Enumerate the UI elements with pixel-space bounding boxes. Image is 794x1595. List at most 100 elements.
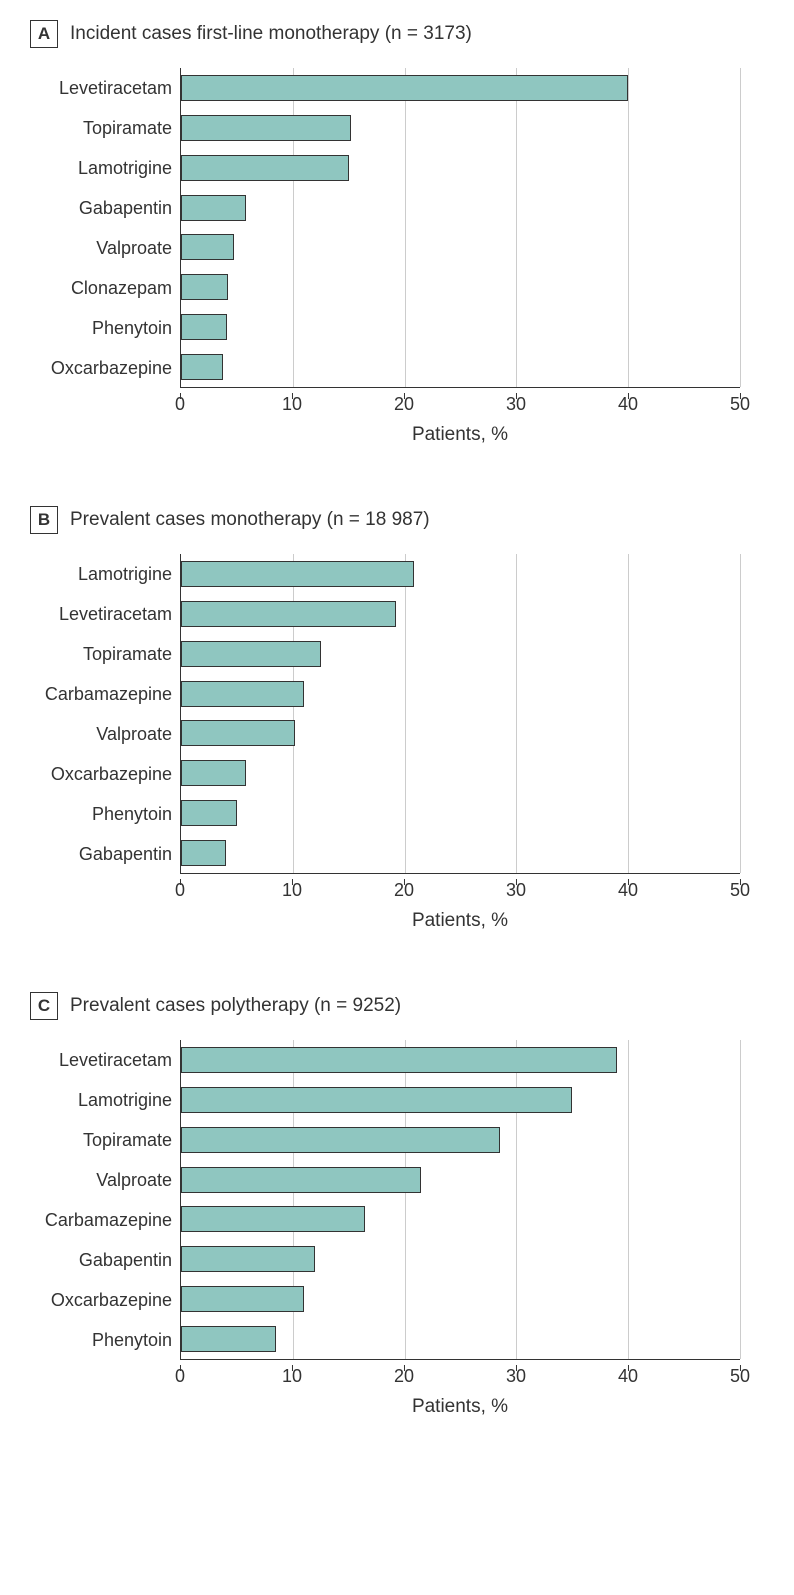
bar-slot bbox=[181, 228, 740, 268]
bar-slot bbox=[181, 307, 740, 347]
bar-slot bbox=[181, 1080, 740, 1120]
gridline bbox=[740, 1040, 741, 1359]
x-tick: 10 bbox=[282, 394, 302, 415]
gridline bbox=[740, 68, 741, 387]
plot-region bbox=[180, 68, 740, 388]
x-axis-title: Patients, % bbox=[180, 424, 740, 446]
y-label: Valproate bbox=[40, 714, 172, 754]
bar-slot bbox=[181, 1200, 740, 1240]
bar-slot bbox=[181, 833, 740, 873]
x-tick-mark bbox=[628, 393, 629, 399]
bar bbox=[181, 840, 226, 866]
bar bbox=[181, 601, 396, 627]
x-tick: 40 bbox=[618, 880, 638, 901]
bar bbox=[181, 800, 237, 826]
x-tick: 20 bbox=[394, 394, 414, 415]
bar-slot bbox=[181, 347, 740, 387]
panel-letter: B bbox=[30, 506, 58, 534]
bars bbox=[181, 554, 740, 873]
x-tick-mark bbox=[180, 879, 181, 885]
bar-slot bbox=[181, 1160, 740, 1200]
x-axis-title: Patients, % bbox=[180, 910, 740, 932]
y-label: Lamotrigine bbox=[40, 1080, 172, 1120]
bar bbox=[181, 314, 227, 340]
panel-letter: A bbox=[30, 20, 58, 48]
x-tick: 0 bbox=[175, 880, 185, 901]
y-label: Topiramate bbox=[40, 108, 172, 148]
bar bbox=[181, 561, 414, 587]
panel-a: AIncident cases first-line monotherapy (… bbox=[30, 20, 764, 446]
bar bbox=[181, 1286, 304, 1312]
chart: LevetiracetamLamotrigineTopiramateValpro… bbox=[40, 1040, 764, 1418]
bar bbox=[181, 641, 321, 667]
x-tick: 50 bbox=[730, 1366, 750, 1387]
x-tick: 30 bbox=[506, 394, 526, 415]
x-tick-mark bbox=[740, 1365, 741, 1371]
x-tick-mark bbox=[292, 1365, 293, 1371]
x-tick: 40 bbox=[618, 1366, 638, 1387]
bar bbox=[181, 1087, 572, 1113]
x-tick-mark bbox=[180, 393, 181, 399]
y-label: Lamotrigine bbox=[40, 148, 172, 188]
y-label: Oxcarbazepine bbox=[40, 754, 172, 794]
y-label: Gabapentin bbox=[40, 188, 172, 228]
y-label: Valproate bbox=[40, 1160, 172, 1200]
y-label: Phenytoin bbox=[40, 794, 172, 834]
bar bbox=[181, 354, 223, 380]
y-axis-labels: LamotrigineLevetiracetamTopiramateCarbam… bbox=[40, 554, 180, 874]
bar bbox=[181, 1246, 315, 1272]
x-tick-mark bbox=[628, 879, 629, 885]
x-tick: 50 bbox=[730, 394, 750, 415]
x-tick: 30 bbox=[506, 880, 526, 901]
x-tick: 20 bbox=[394, 880, 414, 901]
y-label: Clonazepam bbox=[40, 268, 172, 308]
y-label: Carbamazepine bbox=[40, 1200, 172, 1240]
x-tick-mark bbox=[516, 1365, 517, 1371]
panel-title: Prevalent cases polytherapy (n = 9252) bbox=[70, 995, 401, 1017]
chart: LevetiracetamTopiramateLamotrigineGabape… bbox=[40, 68, 764, 446]
panel-title: Prevalent cases monotherapy (n = 18 987) bbox=[70, 509, 430, 531]
bar-slot bbox=[181, 1239, 740, 1279]
bar bbox=[181, 115, 351, 141]
x-axis: 01020304050 bbox=[180, 388, 740, 418]
x-axis: 01020304050 bbox=[180, 1360, 740, 1390]
y-label: Phenytoin bbox=[40, 1320, 172, 1360]
x-tick-mark bbox=[180, 1365, 181, 1371]
x-tick-mark bbox=[740, 879, 741, 885]
y-label: Phenytoin bbox=[40, 308, 172, 348]
x-tick: 10 bbox=[282, 1366, 302, 1387]
bars bbox=[181, 68, 740, 387]
y-label: Levetiracetam bbox=[40, 68, 172, 108]
x-tick-mark bbox=[516, 393, 517, 399]
bar-slot bbox=[181, 793, 740, 833]
chart-row: LevetiracetamLamotrigineTopiramateValpro… bbox=[40, 1040, 764, 1360]
bar-slot bbox=[181, 753, 740, 793]
panel-c: C Prevalent cases polytherapy (n = 9252) L… bbox=[30, 992, 764, 1418]
y-label: Topiramate bbox=[40, 634, 172, 674]
y-label: Gabapentin bbox=[40, 834, 172, 874]
x-axis-title: Patients, % bbox=[180, 1396, 740, 1418]
x-tick: 0 bbox=[175, 1366, 185, 1387]
gridline bbox=[740, 554, 741, 873]
bar-slot bbox=[181, 1279, 740, 1319]
bar-slot bbox=[181, 1040, 740, 1080]
bar-slot bbox=[181, 1319, 740, 1359]
x-tick-mark bbox=[292, 879, 293, 885]
y-label: Levetiracetam bbox=[40, 1040, 172, 1080]
bar bbox=[181, 1326, 276, 1352]
bar-slot bbox=[181, 594, 740, 634]
bar-slot bbox=[181, 714, 740, 754]
x-tick-mark bbox=[404, 1365, 405, 1371]
bar-slot bbox=[181, 267, 740, 307]
chart-row: LevetiracetamTopiramateLamotrigineGabape… bbox=[40, 68, 764, 388]
bar bbox=[181, 274, 228, 300]
y-label: Valproate bbox=[40, 228, 172, 268]
x-tick: 20 bbox=[394, 1366, 414, 1387]
x-tick: 0 bbox=[175, 394, 185, 415]
panel-letter: C bbox=[30, 992, 58, 1020]
y-axis-labels: LevetiracetamTopiramateLamotrigineGabape… bbox=[40, 68, 180, 388]
x-tick-mark bbox=[292, 393, 293, 399]
panel-b: B Prevalent cases monotherapy (n = 18 987… bbox=[30, 506, 764, 932]
plot-region bbox=[180, 554, 740, 874]
x-tick: 10 bbox=[282, 880, 302, 901]
